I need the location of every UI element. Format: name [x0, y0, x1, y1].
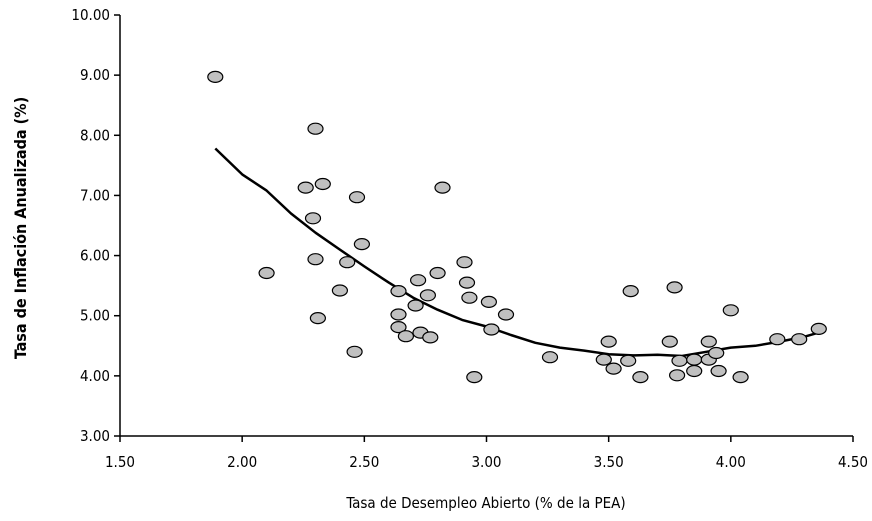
- scatter-point: [622, 285, 639, 298]
- scatter-point: [390, 285, 407, 298]
- scatter-point: [541, 351, 559, 364]
- scatter-point: [595, 353, 612, 366]
- scatter-point: [600, 335, 617, 348]
- scatter-point: [434, 181, 451, 194]
- scatter-point: [458, 276, 476, 289]
- scatter-point: [466, 371, 483, 384]
- scatter-point: [732, 371, 749, 384]
- y-tick-label: 4.00: [80, 367, 110, 385]
- scatter-point: [791, 333, 808, 346]
- scatter-point: [483, 323, 500, 336]
- trend-layer: [214, 147, 820, 358]
- points-layer: [207, 70, 827, 384]
- x-tick-label: 2.00: [227, 453, 257, 471]
- y-tick-label: 8.00: [80, 126, 110, 144]
- scatter-point: [307, 122, 324, 135]
- scatter-point: [429, 266, 446, 280]
- scatter-point: [671, 354, 688, 367]
- scatter-point: [708, 346, 725, 360]
- y-tick-label: 5.00: [80, 307, 110, 325]
- scatter-point: [314, 177, 331, 191]
- scatter-point: [258, 266, 275, 280]
- x-tick-label: 3.00: [471, 453, 501, 471]
- y-axis-title: Tasa de Inflación Anualizada (%): [11, 97, 30, 359]
- x-tick-label: 4.00: [716, 453, 746, 471]
- scatter-point: [700, 335, 717, 348]
- x-tick-label: 4.50: [838, 453, 868, 471]
- scatter-point: [348, 191, 366, 204]
- scatter-point: [661, 335, 678, 348]
- scatter-point: [480, 295, 497, 308]
- scatter-point: [304, 212, 322, 225]
- trend-line: [214, 147, 820, 358]
- scatter-point: [331, 284, 348, 297]
- scatter-point: [307, 253, 324, 266]
- scatter-point: [686, 364, 703, 378]
- scatter-point: [722, 304, 739, 317]
- scatter-point: [769, 333, 786, 346]
- y-tick-label: 7.00: [80, 186, 110, 204]
- scatter-point: [710, 364, 727, 378]
- x-axis-title: Tasa de Desempleo Abierto (% de la PEA): [345, 494, 625, 512]
- scatter-point: [632, 371, 649, 384]
- scatter-point: [422, 331, 439, 344]
- scatter-point: [419, 289, 436, 302]
- scatter-point: [666, 281, 683, 294]
- y-tick-label: 10.00: [71, 6, 110, 24]
- scatter-point: [390, 321, 407, 334]
- scatter-point: [353, 238, 370, 251]
- scatter-point: [456, 256, 473, 269]
- scatter-point: [207, 70, 224, 84]
- scatter-point: [410, 274, 427, 287]
- scatter-point: [620, 354, 637, 367]
- scatter-point: [668, 369, 686, 382]
- scatter-point: [461, 291, 478, 304]
- y-tick-label: 3.00: [80, 427, 110, 445]
- x-tick-label: 1.50: [105, 453, 135, 471]
- scatter-point: [390, 308, 407, 321]
- scatter-point: [339, 256, 356, 269]
- scatter-point: [346, 345, 363, 358]
- y-tick-label: 6.00: [80, 247, 110, 265]
- scatter-point: [686, 353, 703, 366]
- scatter-point: [605, 362, 622, 375]
- x-tick-label: 3.50: [594, 453, 624, 471]
- scatter-point: [397, 330, 414, 343]
- scatter-point: [407, 299, 424, 312]
- scatter-point: [309, 312, 326, 325]
- scatter-point: [297, 181, 314, 194]
- y-tick-label: 9.00: [80, 66, 110, 84]
- x-tick-label: 2.50: [349, 453, 379, 471]
- x-ticks: 1.50 2.00 2.50 3.00 3.50 4.00 4.50: [105, 436, 868, 471]
- y-ticks: 3.00 4.00 5.00 6.00 7.00 8.00 9.00 10.00: [71, 6, 120, 445]
- scatter-point: [497, 308, 515, 321]
- scatter-point: [810, 322, 827, 335]
